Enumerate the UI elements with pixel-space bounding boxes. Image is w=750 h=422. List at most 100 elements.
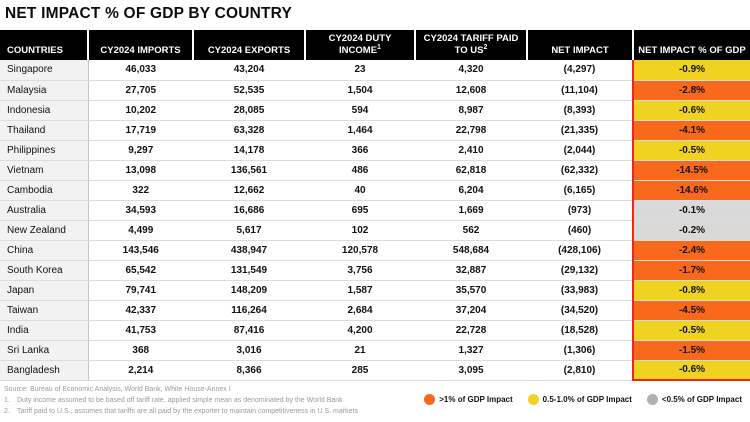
exports-cell: 14,178: [193, 140, 305, 161]
col-header-net-impact: NET IMPACT: [526, 30, 633, 60]
duty-income-cell: 3,756: [305, 260, 415, 281]
exports-cell: 16,686: [193, 200, 305, 221]
imports-cell: 13,098: [88, 160, 193, 181]
gdp-impact-cell: -4.5%: [632, 300, 750, 321]
col-header-cy2024-exports: CY2024 EXPORTS: [192, 30, 305, 60]
net-impact-cell: (8,393): [527, 100, 633, 121]
table-row-bangladesh: Bangladesh 2,214 8,366 285 3,095 (2,810) -0.6%: [0, 360, 750, 381]
country-cell: Indonesia: [0, 100, 89, 121]
gdp-impact-cell: -0.1%: [632, 200, 750, 221]
col-header-cy2024-tariff-paid-to-us: CY2024 TARIFF PAID TO US2: [414, 30, 527, 60]
imports-cell: 143,546: [88, 240, 193, 261]
imports-cell: 79,741: [88, 280, 193, 301]
tariff-paid-cell: 12,608: [415, 80, 527, 101]
duty-income-cell: 23: [305, 60, 415, 81]
footnote-2: 2. Tariff paid to U.S., assumes that tari…: [4, 407, 358, 415]
imports-cell: 368: [88, 340, 193, 361]
gdp-impact-cell: -0.8%: [632, 280, 750, 301]
exports-cell: 136,561: [193, 160, 305, 181]
tariff-paid-cell: 35,570: [415, 280, 527, 301]
legend-item-yellow: 0.5-1.0% of GDP Impact: [527, 394, 632, 405]
legend: >1% of GDP Impact 0.5-1.0% of GDP Impact <…: [424, 394, 742, 405]
col-header-cy2024-imports: CY2024 IMPORTS: [87, 30, 193, 60]
gdp-impact-cell: -0.6%: [632, 360, 750, 381]
country-cell: Malaysia: [0, 80, 89, 101]
gdp-impact-cell: -2.8%: [632, 80, 750, 101]
country-cell: Philippines: [0, 140, 89, 161]
net-impact-cell: (29,132): [527, 260, 633, 281]
exports-cell: 5,617: [193, 220, 305, 241]
exports-cell: 8,366: [193, 360, 305, 381]
net-impact-cell: (62,332): [527, 160, 633, 181]
tariff-paid-cell: 32,887: [415, 260, 527, 281]
col-header-cy2024-duty-income: CY2024 DUTY INCOME1: [304, 30, 415, 60]
legend-item-gray: <0.5% of GDP Impact: [646, 394, 742, 405]
country-cell: Thailand: [0, 120, 89, 141]
duty-income-cell: 695: [305, 200, 415, 221]
exports-cell: 43,204: [193, 60, 305, 81]
duty-income-cell: 285: [305, 360, 415, 381]
duty-income-cell: 594: [305, 100, 415, 121]
table-row-vietnam: Vietnam 13,098 136,561 486 62,818 (62,332) -14…: [0, 160, 750, 181]
country-cell: Taiwan: [0, 300, 89, 321]
table-row-taiwan: Taiwan 42,337 116,264 2,684 37,204 (34,520) -4…: [0, 300, 750, 321]
table-row-india: India 41,753 87,416 4,200 22,728 (18,528) -0.5…: [0, 320, 750, 341]
tariff-paid-cell: 6,204: [415, 180, 527, 201]
table-row-japan: Japan 79,741 148,209 1,587 35,570 (33,983) -0.…: [0, 280, 750, 301]
country-cell: Bangladesh: [0, 360, 89, 381]
tariff-paid-cell: 548,684: [415, 240, 527, 261]
country-cell: India: [0, 320, 89, 341]
gdp-impact-cell: -0.5%: [632, 140, 750, 161]
tariff-paid-cell: 1,669: [415, 200, 527, 221]
duty-income-cell: 1,504: [305, 80, 415, 101]
exports-cell: 131,549: [193, 260, 305, 281]
legend-item-orange: >1% of GDP Impact: [424, 394, 513, 405]
col-header-countries: COUNTRIES: [0, 30, 88, 60]
imports-cell: 2,214: [88, 360, 193, 381]
country-cell: Sri Lanka: [0, 340, 89, 361]
net-impact-cell: (1,306): [527, 340, 633, 361]
country-cell: Singapore: [0, 60, 89, 81]
gdp-impact-cell: -14.6%: [632, 180, 750, 201]
exports-cell: 116,264: [193, 300, 305, 321]
gdp-impact-cell: -0.5%: [632, 320, 750, 341]
table-row-singapore: Singapore 46,033 43,204 23 4,320 (4,297) -0.9%: [0, 60, 750, 81]
table-row-south-korea: South Korea 65,542 131,549 3,756 32,887 (29,1…: [0, 260, 750, 281]
duty-income-cell: 366: [305, 140, 415, 161]
gdp-impact-cell: -0.9%: [632, 60, 750, 81]
country-cell: South Korea: [0, 260, 89, 281]
yellow-dot-icon: [527, 394, 539, 405]
net-impact-cell: (11,104): [527, 80, 633, 101]
tariff-paid-cell: 562: [415, 220, 527, 241]
impact-table: COUNTRIES CY2024 IMPORTS CY2024 EXPORTS CY2…: [0, 30, 750, 381]
imports-cell: 322: [88, 180, 193, 201]
imports-cell: 46,033: [88, 60, 193, 81]
duty-income-cell: 102: [305, 220, 415, 241]
tariff-paid-cell: 37,204: [415, 300, 527, 321]
table-row-thailand: Thailand 17,719 63,328 1,464 22,798 (21,335) -…: [0, 120, 750, 141]
table-row-china: China 143,546 438,947 120,578 548,684 (428,10…: [0, 240, 750, 261]
imports-cell: 65,542: [88, 260, 193, 281]
net-impact-cell: (2,044): [527, 140, 633, 161]
exports-cell: 3,016: [193, 340, 305, 361]
imports-cell: 10,202: [88, 100, 193, 121]
duty-income-cell: 40: [305, 180, 415, 201]
tariff-paid-cell: 4,320: [415, 60, 527, 81]
gdp-impact-cell: -0.2%: [632, 220, 750, 241]
tariff-paid-cell: 22,798: [415, 120, 527, 141]
exports-cell: 438,947: [193, 240, 305, 261]
table-row-australia: Australia 34,593 16,686 695 1,669 (973) -0.1%: [0, 200, 750, 221]
imports-cell: 9,297: [88, 140, 193, 161]
net-impact-cell: (428,106): [527, 240, 633, 261]
footnote-1: 1. Duty income assumed to be based off ta…: [4, 396, 343, 404]
exports-cell: 87,416: [193, 320, 305, 341]
tariff-paid-cell: 62,818: [415, 160, 527, 181]
table-row-sri-lanka: Sri Lanka 368 3,016 21 1,327 (1,306) -1.5%: [0, 340, 750, 361]
imports-cell: 4,499: [88, 220, 193, 241]
duty-income-cell: 1,587: [305, 280, 415, 301]
tariff-paid-cell: 3,095: [415, 360, 527, 381]
exports-cell: 28,085: [193, 100, 305, 121]
country-cell: Cambodia: [0, 180, 89, 201]
exports-cell: 148,209: [193, 280, 305, 301]
